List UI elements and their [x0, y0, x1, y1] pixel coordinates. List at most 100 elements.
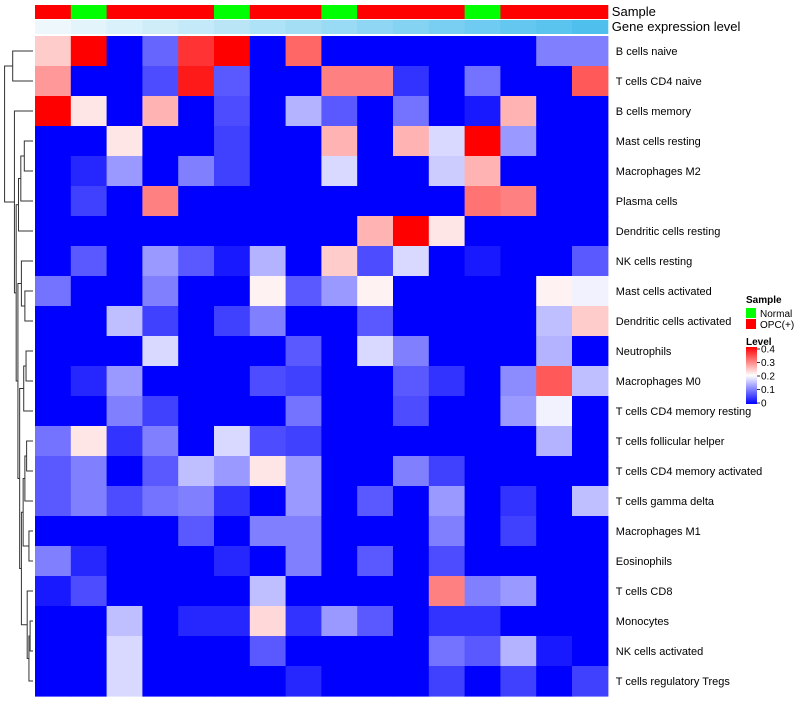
heatmap-cell: [178, 36, 215, 67]
heatmap-cell: [70, 156, 108, 187]
heatmap-cell: [572, 426, 609, 457]
heatmap-cell: [35, 426, 72, 457]
heatmap-cell: [214, 576, 251, 607]
expression-anno-cell: [428, 20, 466, 34]
row-label: Plasma cells: [616, 196, 678, 208]
heatmap-cell: [178, 366, 215, 397]
heatmap-cell: [428, 246, 466, 277]
annotation-label: Sample: [612, 4, 656, 19]
heatmap-cell: [70, 576, 108, 607]
heatmap-cell: [464, 516, 501, 547]
row-label: T cells CD4 memory resting: [616, 406, 752, 418]
heatmap-cell: [70, 306, 108, 337]
sample-anno-cell: [500, 5, 537, 19]
heatmap-cell: [106, 366, 143, 397]
heatmap-cell: [357, 366, 394, 397]
heatmap-cells: [35, 36, 609, 697]
heatmap-cell: [249, 366, 287, 397]
heatmap-cell: [178, 576, 215, 607]
heatmap-cell: [464, 66, 501, 97]
heatmap-cell: [70, 186, 108, 217]
heatmap-cell: [249, 66, 287, 97]
dendrogram-branch: [20, 260, 33, 307]
heatmap-cell: [536, 96, 573, 127]
heatmap-cell: [464, 636, 501, 667]
heatmap-cell: [178, 456, 215, 487]
heatmap-cell: [214, 606, 251, 637]
heatmap-cell: [70, 366, 108, 397]
dendrogram-branch: [12, 50, 33, 82]
heatmap-cell: [106, 336, 143, 367]
heatmap-cell: [214, 126, 251, 157]
heatmap-cell: [249, 456, 287, 487]
heatmap-cell: [357, 606, 394, 637]
heatmap-cell: [249, 636, 287, 667]
heatmap-cell: [70, 126, 108, 157]
heatmap-cell: [536, 126, 573, 157]
heatmap-cell: [178, 96, 215, 127]
dendrogram-branch: [28, 635, 33, 682]
heatmap-cell: [178, 606, 215, 637]
sample-anno-cell: [464, 5, 501, 19]
heatmap-cell: [106, 396, 143, 427]
heatmap-cell: [285, 276, 322, 307]
heatmap-cell: [70, 456, 108, 487]
level-tick-label: 0.3: [761, 358, 775, 369]
heatmap-cell: [285, 486, 322, 517]
heatmap-cell: [536, 276, 573, 307]
heatmap-cell: [106, 576, 143, 607]
row-label: NK cells activated: [616, 646, 703, 658]
heatmap-cell: [142, 576, 179, 607]
heatmap-cell: [321, 486, 358, 517]
heatmap-cell: [572, 546, 609, 577]
heatmap-cell: [428, 636, 466, 667]
heatmap-cell: [35, 66, 72, 97]
heatmap-cell: [393, 606, 430, 637]
row-label: B cells naive: [616, 46, 678, 58]
heatmap-cell: [178, 396, 215, 427]
sample-legend-swatch: [746, 319, 756, 329]
heatmap-cell: [321, 516, 358, 547]
heatmap-cell: [357, 186, 394, 217]
heatmap-cell: [214, 36, 251, 67]
heatmap-cell: [572, 636, 609, 667]
heatmap-cell: [321, 636, 358, 667]
heatmap-cell: [428, 276, 466, 307]
heatmap-cell: [142, 486, 179, 517]
heatmap-cell: [106, 96, 143, 127]
heatmap-cell: [357, 396, 394, 427]
heatmap-cell: [35, 36, 72, 67]
heatmap-cell: [536, 306, 573, 337]
heatmap-cell: [464, 96, 501, 127]
heatmap-cell: [249, 36, 287, 67]
heatmap-cell: [321, 96, 358, 127]
heatmap-cell: [428, 336, 466, 367]
heatmap-cell: [321, 126, 358, 157]
heatmap-cell: [249, 276, 287, 307]
heatmap-cell: [70, 216, 108, 247]
heatmap-cell: [70, 606, 108, 637]
heatmap-cell: [285, 306, 322, 337]
heatmap-cell: [285, 546, 322, 577]
heatmap-cell: [285, 246, 322, 277]
heatmap-cell: [214, 216, 251, 247]
level-legend-title: Level: [746, 337, 772, 348]
heatmap-cell: [572, 486, 609, 517]
heatmap-cell: [428, 66, 466, 97]
sample-legend-label: Normal: [760, 309, 792, 320]
heatmap-cell: [249, 546, 287, 577]
heatmap-cell: [464, 306, 501, 337]
heatmap-cell: [321, 396, 358, 427]
heatmap-cell: [285, 636, 322, 667]
heatmap-cell: [428, 426, 466, 457]
heatmap-cell: [428, 606, 466, 637]
heatmap-cell: [464, 276, 501, 307]
heatmap-cell: [214, 306, 251, 337]
heatmap-cell: [500, 576, 537, 607]
heatmap-cell: [428, 486, 466, 517]
dendrogram-branch: [28, 530, 33, 562]
heatmap-cell: [178, 486, 215, 517]
heatmap-cell: [428, 666, 466, 697]
row-label: B cells memory: [616, 106, 692, 118]
heatmap-cell: [142, 306, 179, 337]
